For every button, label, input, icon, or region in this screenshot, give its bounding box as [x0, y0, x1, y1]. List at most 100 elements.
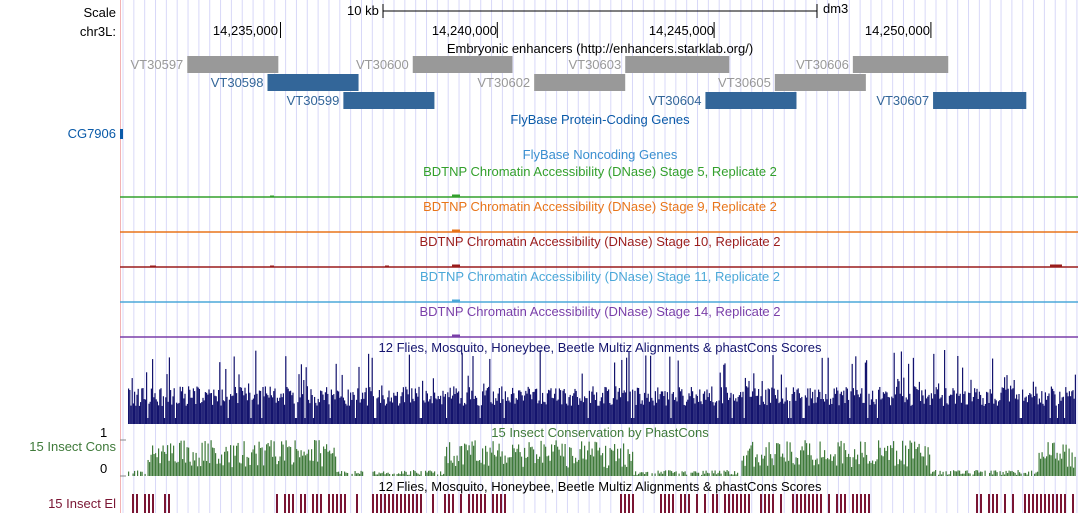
multiz-wiggle-bar — [468, 387, 470, 424]
multiz-wiggle-bar — [488, 386, 490, 424]
multiz-wiggle-bar — [174, 418, 176, 424]
phastcons-bar — [686, 474, 688, 476]
phastcons-bar — [902, 440, 904, 476]
multiz-wiggle-bar — [977, 398, 979, 424]
conserved-element-block — [992, 494, 994, 513]
multiz-wiggle-bar — [386, 403, 388, 424]
enhancer-label[interactable]: VT30600 — [355, 57, 409, 72]
enhancer-label[interactable]: VT30606 — [796, 57, 849, 72]
track-area[interactable]: 10 kb dm3 14,235,000 14,240,000 14,245,0… — [120, 0, 1078, 513]
phastcons-bar — [1074, 456, 1076, 476]
phastcons-bar — [252, 449, 254, 476]
conserved-element-block — [772, 494, 774, 513]
enhancer-label[interactable]: VT30597 — [130, 57, 184, 72]
phastcons-bar — [833, 456, 835, 476]
phastcons-bar — [824, 450, 826, 476]
enhancer-label[interactable]: VT30598 — [210, 75, 264, 90]
multiz-wiggle-bar — [286, 386, 288, 424]
phastcons-bar — [791, 451, 793, 476]
dnase-stage9-track-title[interactable]: BDTNP Chromatin Accessibility (DNase) St… — [423, 199, 777, 214]
multiz-wiggle-bar — [387, 397, 389, 424]
multiz-wiggle-bar — [375, 418, 377, 424]
multiz-wiggle-bar — [471, 390, 473, 424]
phastcons-bar — [584, 445, 586, 476]
phastcons-bar — [573, 463, 575, 476]
phastcons-bar — [201, 442, 203, 476]
enhancer-label[interactable]: VT30605 — [718, 75, 771, 90]
dnase-stage5-track-title[interactable]: BDTNP Chromatin Accessibility (DNase) St… — [423, 164, 777, 179]
multiz-track-title[interactable]: 12 Flies, Mosquito, Honeybee, Beetle Mul… — [378, 340, 822, 355]
enhancers-track-title[interactable]: Embryonic enhancers (http://enhancers.st… — [446, 41, 754, 56]
multiz-wiggle-bar — [957, 355, 959, 424]
multiz-wiggle-bar — [130, 405, 132, 424]
phastcons-bar — [651, 473, 653, 476]
multiz-wiggle-bar — [418, 386, 420, 424]
multiz-wiggle-bar — [497, 393, 499, 424]
conserved-element-block — [312, 494, 314, 513]
phastcons-bar — [599, 447, 601, 476]
phastcons-bar — [908, 448, 910, 476]
multiz-wiggle-bar — [344, 400, 346, 424]
multiz-wiggle-bar — [232, 395, 234, 424]
phastcons-bar — [224, 451, 226, 476]
multiz-wiggle-bar — [659, 394, 661, 424]
dnase-stage10-track-title[interactable]: BDTNP Chromatin Accessibility (DNase) St… — [419, 234, 781, 249]
conserved-element-block — [340, 494, 342, 513]
multiz-wiggle-bar — [262, 386, 264, 424]
conserved-element-block — [392, 494, 394, 513]
insect-cons-track-label[interactable]: 15 Insect Cons — [29, 439, 116, 454]
phastcons-bar — [308, 449, 310, 476]
phastcons-bar — [920, 452, 922, 476]
phastcons-bar — [851, 466, 853, 476]
multiz-wiggle-bar — [249, 392, 251, 424]
gene-name-cg7906[interactable]: CG7906 — [67, 126, 116, 141]
phastcons-bar — [957, 470, 959, 476]
insect-elements-track-label[interactable]: 15 Insect El — [48, 496, 116, 511]
enhancer-label[interactable]: VT30604 — [648, 93, 702, 108]
phastcons-bar — [482, 448, 484, 476]
noncoding-genes-track-title[interactable]: FlyBase Noncoding Genes — [522, 147, 678, 162]
multiz-wiggle-bar — [354, 418, 356, 424]
multiz-wiggle-bar — [599, 401, 601, 424]
conserved-element-block — [800, 494, 802, 513]
dnase-stage11-track-title[interactable]: BDTNP Chromatin Accessibility (DNase) St… — [419, 269, 781, 284]
phastcons-bar — [626, 466, 628, 476]
phastcons-bar — [788, 460, 790, 476]
phastcons-bar — [413, 470, 415, 476]
multiz-wiggle-bar — [185, 405, 187, 424]
phastcons-bar — [597, 450, 599, 476]
multiz-wiggle-bar — [970, 379, 972, 424]
cg7906-gene-feature — [120, 129, 123, 139]
multiz-wiggle-bar — [718, 400, 720, 424]
enhancer-label[interactable]: VT30603 — [568, 57, 622, 72]
multiz-wiggle-bar — [360, 399, 362, 424]
multiz-wiggle-bar — [297, 402, 299, 424]
conserved-element-block — [844, 494, 846, 513]
dnase-stage14-track-title[interactable]: BDTNP Chromatin Accessibility (DNase) St… — [419, 304, 781, 319]
multiz-wiggle-bar — [573, 393, 575, 424]
multiz-wiggle-bar — [855, 356, 857, 424]
multiz-wiggle-bar — [1037, 404, 1039, 424]
enhancer-label[interactable]: VT30599 — [286, 93, 340, 108]
coding-genes-track-title[interactable]: FlyBase Protein-Coding Genes — [510, 112, 690, 127]
conserved-element-block — [828, 494, 830, 513]
multiz-wiggle-bar — [992, 358, 994, 424]
phastcons-bar — [555, 440, 557, 476]
phastcons-bar — [276, 464, 278, 476]
phastcons-bar — [842, 463, 844, 476]
multiz-wiggle-bar — [254, 394, 256, 424]
multiz-wiggle-bar — [958, 395, 960, 424]
elements-track-title[interactable]: 12 Flies, Mosquito, Honeybee, Beetle Mul… — [378, 479, 822, 494]
phastcons-bar — [501, 451, 503, 476]
multiz-wiggle-bar — [693, 398, 695, 424]
multiz-wiggle-bar — [450, 398, 452, 424]
multiz-wiggle-bar — [555, 388, 557, 424]
enhancer-label[interactable]: VT30602 — [477, 75, 531, 90]
multiz-wiggle-bar — [668, 399, 670, 424]
phastcons-bar — [752, 441, 754, 476]
phastcons-bar — [1037, 471, 1039, 476]
phastcons-track-title[interactable]: 15 Insect Conservation by PhastCons — [491, 425, 709, 440]
phastcons-bar — [194, 460, 196, 476]
enhancer-label[interactable]: VT30607 — [876, 93, 930, 108]
